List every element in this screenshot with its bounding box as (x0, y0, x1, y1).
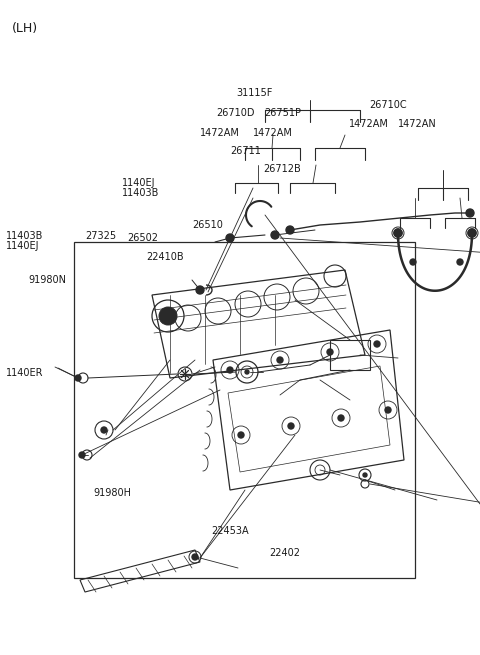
Text: 1140EJ: 1140EJ (122, 178, 156, 189)
Text: 26510: 26510 (192, 219, 223, 230)
Circle shape (75, 375, 81, 381)
Circle shape (410, 259, 416, 265)
Circle shape (196, 286, 204, 294)
Circle shape (374, 341, 380, 347)
Circle shape (288, 423, 294, 429)
Text: 26710D: 26710D (216, 107, 254, 118)
Text: 22453A: 22453A (211, 525, 249, 536)
Text: 26710C: 26710C (369, 100, 407, 110)
Circle shape (457, 259, 463, 265)
Circle shape (385, 407, 391, 413)
Circle shape (238, 432, 244, 438)
Circle shape (363, 473, 367, 477)
Text: 1140EJ: 1140EJ (6, 240, 39, 251)
Text: 26751P: 26751P (264, 107, 302, 118)
Circle shape (101, 427, 107, 433)
Circle shape (394, 229, 402, 237)
Text: 1472AM: 1472AM (200, 128, 240, 138)
Text: 91980N: 91980N (29, 275, 67, 286)
Circle shape (226, 234, 234, 242)
Text: 91980H: 91980H (94, 487, 132, 498)
Circle shape (327, 349, 333, 355)
Circle shape (394, 229, 402, 237)
Text: 26711: 26711 (230, 146, 261, 157)
Circle shape (466, 209, 474, 217)
Circle shape (271, 231, 279, 239)
Text: 11403B: 11403B (122, 188, 160, 198)
Text: 27325: 27325 (85, 231, 117, 241)
Circle shape (227, 367, 233, 373)
Text: 22410B: 22410B (146, 252, 184, 263)
Circle shape (245, 370, 249, 374)
Text: 11403B: 11403B (6, 231, 43, 241)
Text: 22402: 22402 (269, 548, 300, 559)
Circle shape (468, 229, 476, 237)
Text: 1472AM: 1472AM (348, 119, 389, 130)
Text: 26712B: 26712B (263, 164, 301, 174)
Bar (330, 340, 370, 370)
Text: 26502: 26502 (127, 233, 158, 244)
Circle shape (79, 452, 85, 458)
Text: 1140ER: 1140ER (6, 368, 43, 379)
Text: (LH): (LH) (12, 22, 38, 35)
Circle shape (468, 229, 476, 237)
Circle shape (159, 307, 177, 325)
Circle shape (286, 226, 294, 234)
Circle shape (277, 357, 283, 363)
Circle shape (192, 554, 198, 560)
Bar (74, 242, 415, 578)
Text: 1472AM: 1472AM (252, 128, 293, 138)
Circle shape (338, 415, 344, 421)
Text: 31115F: 31115F (236, 88, 273, 98)
Text: 1472AN: 1472AN (398, 119, 437, 130)
